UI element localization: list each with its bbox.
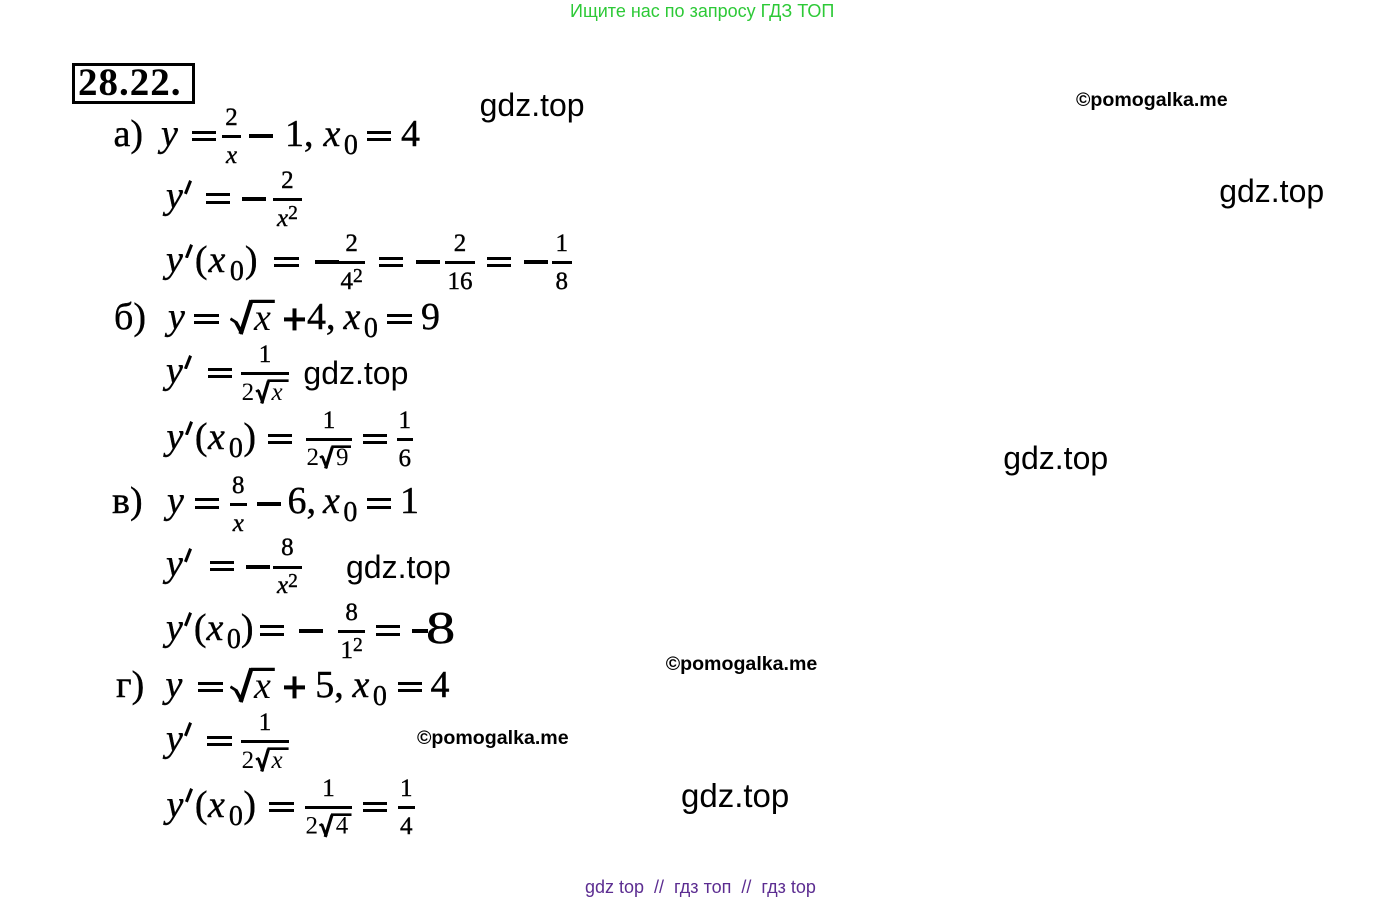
svg-text:x: x — [271, 379, 283, 404]
svg-text:x: x — [253, 297, 271, 339]
svg-text:9: 9 — [336, 444, 349, 470]
svg-text:x: x — [253, 665, 271, 707]
svg-text:4: 4 — [336, 813, 349, 839]
svg-text:2: 2 — [242, 747, 255, 772]
svg-text:x: x — [271, 747, 283, 772]
svg-text:2: 2 — [307, 444, 320, 470]
svg-text:2: 2 — [242, 379, 255, 404]
svg-text:2: 2 — [306, 813, 319, 839]
